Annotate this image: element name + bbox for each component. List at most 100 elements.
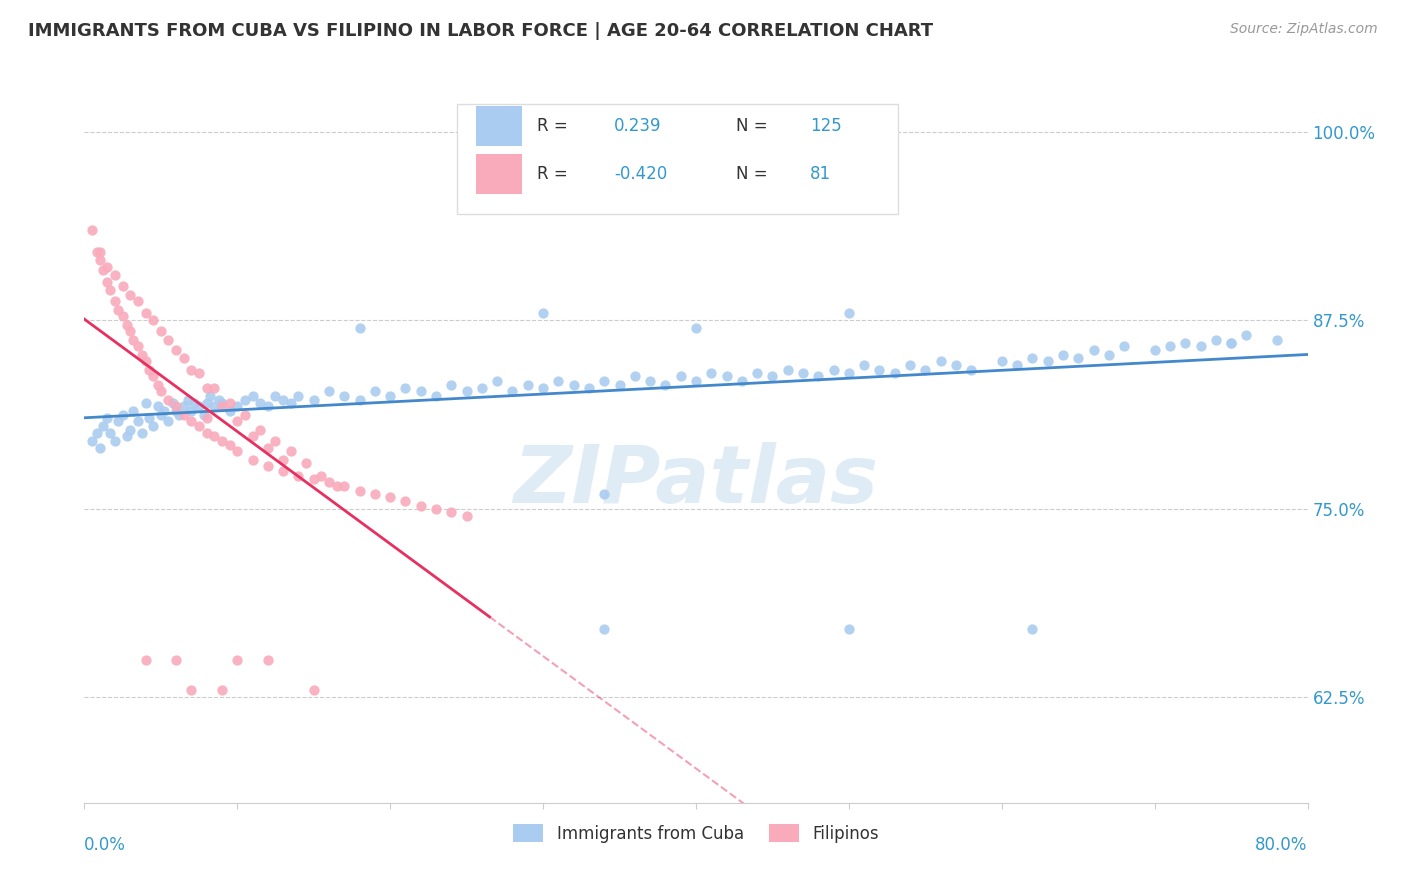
Point: [440, 378, 463, 392]
Point: [96, 411, 118, 425]
Point: [394, 381, 416, 395]
Point: [349, 320, 371, 334]
Text: R =: R =: [537, 117, 568, 136]
Point: [271, 453, 294, 467]
Point: [208, 393, 231, 408]
Point: [349, 393, 371, 408]
Point: [792, 366, 814, 380]
Point: [188, 399, 211, 413]
Point: [1236, 328, 1258, 343]
Point: [295, 457, 318, 471]
Point: [333, 389, 356, 403]
Point: [516, 378, 538, 392]
Point: [1220, 335, 1243, 350]
Point: [716, 369, 738, 384]
Point: [1005, 359, 1028, 373]
Point: [249, 396, 271, 410]
Point: [135, 354, 157, 368]
Point: [165, 343, 187, 358]
Point: [853, 359, 876, 373]
Point: [173, 399, 195, 413]
Point: [318, 475, 340, 489]
Point: [211, 396, 233, 410]
Point: [761, 369, 783, 384]
Point: [898, 359, 921, 373]
Point: [280, 444, 302, 458]
Point: [111, 408, 134, 422]
Point: [1143, 343, 1166, 358]
Point: [131, 348, 153, 362]
Point: [180, 403, 202, 417]
Point: [1189, 339, 1212, 353]
Point: [685, 320, 707, 334]
Point: [440, 505, 463, 519]
Point: [333, 479, 356, 493]
Point: [202, 399, 225, 413]
Point: [776, 363, 799, 377]
Point: [226, 414, 249, 428]
Point: [380, 490, 402, 504]
Point: [311, 468, 333, 483]
Point: [364, 384, 387, 398]
Text: 0.0%: 0.0%: [84, 836, 127, 854]
Point: [138, 363, 160, 377]
Point: [929, 354, 952, 368]
Point: [193, 408, 215, 422]
FancyBboxPatch shape: [457, 104, 898, 214]
Point: [486, 374, 509, 388]
Point: [325, 479, 347, 493]
Point: [188, 366, 211, 380]
Text: Source: ZipAtlas.com: Source: ZipAtlas.com: [1230, 22, 1378, 37]
Point: [142, 313, 165, 327]
Point: [425, 389, 447, 403]
Point: [120, 287, 142, 301]
Point: [991, 354, 1014, 368]
Text: N =: N =: [737, 117, 768, 136]
Text: 81: 81: [810, 165, 831, 183]
Point: [183, 396, 205, 410]
Point: [562, 378, 585, 392]
Text: 0.239: 0.239: [614, 117, 661, 136]
Point: [180, 414, 202, 428]
Point: [654, 378, 676, 392]
Point: [180, 363, 202, 377]
Point: [425, 501, 447, 516]
Text: -0.420: -0.420: [614, 165, 668, 183]
Point: [1159, 339, 1181, 353]
Point: [456, 384, 478, 398]
Point: [157, 414, 180, 428]
Point: [127, 339, 149, 353]
Point: [287, 468, 309, 483]
Point: [1098, 348, 1121, 362]
Point: [177, 393, 200, 408]
Point: [257, 399, 280, 413]
Point: [409, 384, 432, 398]
Point: [104, 434, 127, 448]
Point: [120, 324, 142, 338]
Point: [162, 396, 184, 410]
Point: [531, 306, 554, 320]
Point: [945, 359, 967, 373]
Bar: [475, 153, 522, 194]
Point: [302, 682, 325, 697]
Point: [218, 403, 240, 417]
Point: [364, 486, 387, 500]
Point: [456, 509, 478, 524]
Point: [218, 438, 240, 452]
Point: [1021, 351, 1043, 365]
Point: [149, 324, 172, 338]
Point: [89, 442, 111, 456]
Point: [271, 464, 294, 478]
Point: [127, 414, 149, 428]
Bar: [475, 106, 522, 146]
Point: [135, 306, 157, 320]
Text: N =: N =: [737, 165, 768, 183]
Point: [91, 263, 114, 277]
Point: [173, 408, 195, 422]
Point: [115, 429, 138, 443]
Point: [195, 426, 218, 441]
Text: IMMIGRANTS FROM CUBA VS FILIPINO IN LABOR FORCE | AGE 20-64 CORRELATION CHART: IMMIGRANTS FROM CUBA VS FILIPINO IN LABO…: [28, 22, 934, 40]
Point: [638, 374, 661, 388]
Point: [165, 403, 187, 417]
Point: [242, 429, 264, 443]
